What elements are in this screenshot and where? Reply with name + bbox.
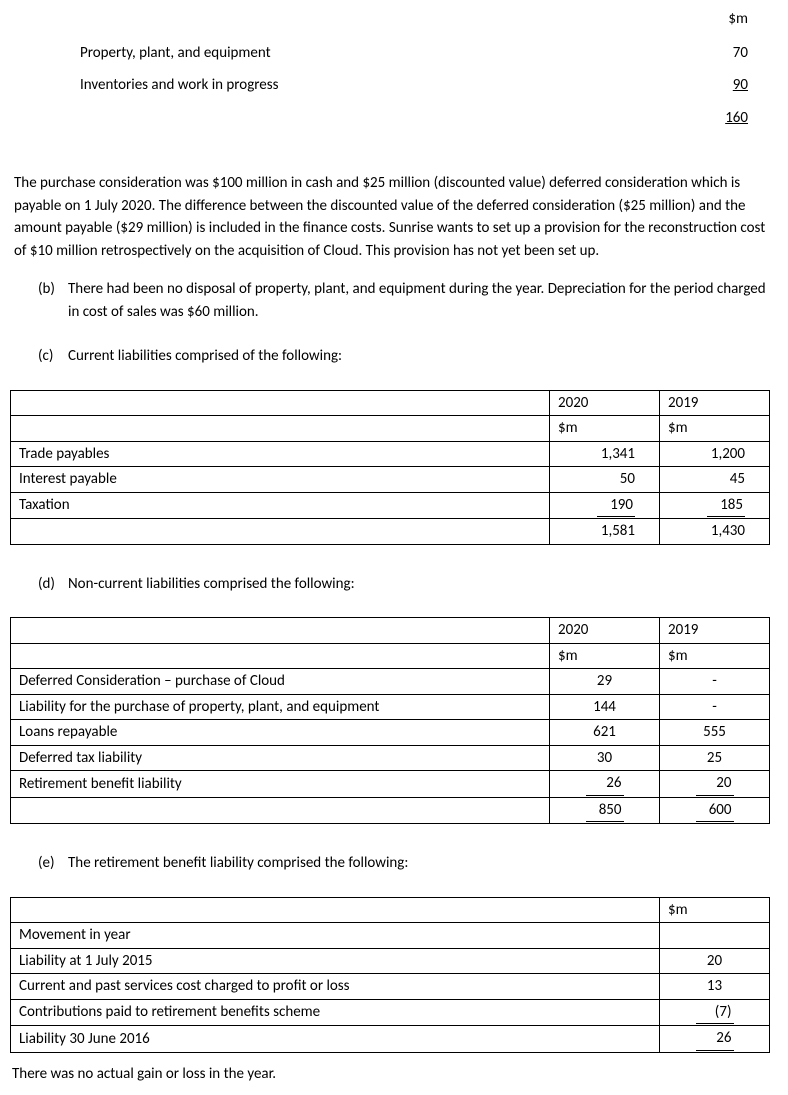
table-row: Liability 30 June 2016 26: [11, 1026, 770, 1053]
note-text: The retirement benefit liability compris…: [68, 852, 778, 875]
unit-label: $m: [660, 643, 770, 669]
table-row: $m: [11, 897, 770, 923]
table-row-total: 850 600: [11, 797, 770, 824]
note-text: There had been no disposal of property, …: [68, 278, 778, 323]
top-row-value: 70: [688, 42, 748, 65]
table-row: Retirement benefit liability 26 20: [11, 771, 770, 798]
cell-value: 20: [660, 948, 770, 974]
table-row: 2020 2019: [11, 390, 770, 416]
cell-value: 185: [660, 492, 770, 519]
cell-value: 1,200: [660, 441, 770, 467]
cell-value: -: [660, 694, 770, 720]
cell-value: 29: [550, 669, 660, 695]
unit-label: $m: [660, 897, 770, 923]
cell-label: Deferred Consideration – purchase of Clo…: [11, 669, 550, 695]
note-d: (d) Non-current liabilities comprised th…: [38, 573, 778, 596]
note-c: (c) Current liabilities comprised of the…: [38, 345, 778, 368]
unit-label: $m: [550, 643, 660, 669]
cell-label: Liability for the purchase of property, …: [11, 694, 550, 720]
cell-value: 20: [660, 771, 770, 798]
cell-label: Liability at 1 July 2015: [11, 948, 660, 974]
cell-label: Movement in year: [11, 923, 660, 949]
cell-label: Contributions paid to retirement benefit…: [11, 999, 660, 1026]
footer-paragraph: There was no actual gain or loss in the …: [10, 1063, 778, 1086]
top-row-inv: Inventories and work in progress 90: [10, 69, 778, 102]
cell-label: Retirement benefit liability: [11, 771, 550, 798]
consideration-paragraph: The purchase consideration was $100 mill…: [10, 172, 778, 262]
table-row: Trade payables 1,341 1,200: [11, 441, 770, 467]
table-row-total: 1,581 1,430: [11, 519, 770, 545]
cell-total: 1,581: [550, 519, 660, 545]
noncurrent-liabilities-table: 2020 2019 $m $m Deferred Consideration –…: [10, 617, 770, 824]
note-text: Non-current liabilities comprised the fo…: [68, 573, 778, 596]
cell-value: (7): [660, 999, 770, 1026]
cell-value: 45: [660, 467, 770, 493]
cell-value: 30: [550, 745, 660, 771]
cell-label: Deferred tax liability: [11, 745, 550, 771]
table-row: Loans repayable 621 555: [11, 720, 770, 746]
table-row: Current and past services cost charged t…: [11, 974, 770, 1000]
top-row-ppe: Property, plant, and equipment 70: [10, 37, 778, 70]
cell-label: Interest payable: [11, 467, 550, 493]
cell-total: 600: [660, 797, 770, 824]
cell-value: -: [660, 669, 770, 695]
cell-value: 144: [550, 694, 660, 720]
table-row: Interest payable 50 45: [11, 467, 770, 493]
note-marker: (e): [38, 852, 68, 875]
cell-label: Taxation: [11, 492, 550, 519]
cell-value: 190: [550, 492, 660, 519]
table-row: Liability for the purchase of property, …: [11, 694, 770, 720]
cell-value: 50: [550, 467, 660, 493]
note-text: Current liabilities comprised of the fol…: [68, 345, 778, 368]
note-marker: (d): [38, 573, 68, 596]
cell-label: Trade payables: [11, 441, 550, 467]
top-row-value: 90: [688, 74, 748, 97]
note-e: (e) The retirement benefit liability com…: [38, 852, 778, 875]
table-row: $m $m: [11, 643, 770, 669]
table-row: Movement in year: [11, 923, 770, 949]
cell-label: Liability 30 June 2016: [11, 1026, 660, 1053]
top-header-unit: $m: [688, 8, 748, 31]
cell-total: 1,430: [660, 519, 770, 545]
cell-value: 26: [550, 771, 660, 798]
cell-total: 850: [550, 797, 660, 824]
top-header: $m: [10, 8, 778, 31]
note-marker: (c): [38, 345, 68, 368]
col-header: 2020: [550, 390, 660, 416]
cell-label: Current and past services cost charged t…: [11, 974, 660, 1000]
col-header: 2020: [550, 618, 660, 644]
retirement-benefit-table: $m Movement in year Liability at 1 July …: [10, 897, 770, 1053]
col-header: 2019: [660, 618, 770, 644]
cell-label: Loans repayable: [11, 720, 550, 746]
unit-label: $m: [550, 416, 660, 442]
table-row: Deferred Consideration – purchase of Clo…: [11, 669, 770, 695]
table-row: Deferred tax liability 30 25: [11, 745, 770, 771]
cell-value: 13: [660, 974, 770, 1000]
note-b: (b) There had been no disposal of proper…: [38, 278, 778, 323]
cell-value: 1,341: [550, 441, 660, 467]
table-row: $m $m: [11, 416, 770, 442]
top-row-label: Inventories and work in progress: [80, 74, 278, 97]
table-row: Taxation 190 185: [11, 492, 770, 519]
cell-value: [660, 923, 770, 949]
current-liabilities-table: 2020 2019 $m $m Trade payables 1,341 1,2…: [10, 390, 770, 545]
cell-value: 621: [550, 720, 660, 746]
top-row-label: Property, plant, and equipment: [80, 42, 271, 65]
cell-value: 555: [660, 720, 770, 746]
top-row-total: 160: [10, 102, 778, 135]
table-row: 2020 2019: [11, 618, 770, 644]
top-total-value: 160: [688, 107, 748, 130]
unit-label: $m: [660, 416, 770, 442]
cell-value: 26: [660, 1026, 770, 1053]
top-assets-section: $m Property, plant, and equipment 70 Inv…: [10, 8, 778, 134]
table-row: Contributions paid to retirement benefit…: [11, 999, 770, 1026]
note-marker: (b): [38, 278, 68, 323]
col-header: 2019: [660, 390, 770, 416]
cell-value: 25: [660, 745, 770, 771]
table-row: Liability at 1 July 2015 20: [11, 948, 770, 974]
